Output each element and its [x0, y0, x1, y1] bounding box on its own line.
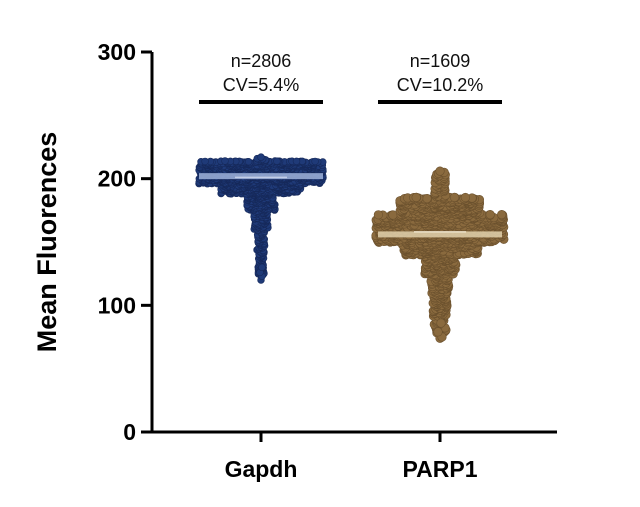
y-tick-label: 300	[98, 39, 136, 65]
data-point	[292, 157, 301, 166]
data-point	[433, 327, 443, 337]
data-point	[201, 157, 209, 166]
data-point	[311, 157, 319, 166]
swarm-gapdh	[195, 153, 327, 284]
swarm-layer	[195, 153, 509, 343]
data-point	[422, 194, 432, 204]
data-point	[449, 192, 460, 202]
x-tick-label: PARP1	[403, 456, 478, 482]
sample-size-label: n=2806	[231, 51, 292, 71]
data-point	[273, 157, 281, 165]
data-point	[373, 210, 384, 220]
x-ticks: Gapdh PARP1	[225, 432, 478, 482]
data-point	[244, 158, 253, 166]
data-point	[257, 153, 265, 161]
data-point	[497, 210, 507, 220]
y-tick-label: 100	[98, 292, 136, 318]
swarm-parp1	[371, 166, 509, 343]
cv-label: CV=10.2%	[397, 75, 484, 95]
cv-label: CV=5.4%	[223, 75, 300, 95]
data-point	[258, 263, 266, 272]
sample-size-label: n=1609	[410, 51, 471, 71]
data-point	[436, 318, 446, 328]
data-point	[460, 192, 471, 203]
data-point	[411, 192, 421, 202]
y-tick-label: 200	[98, 166, 136, 192]
y-tick-label: 0	[123, 419, 136, 445]
mean-bar	[199, 173, 323, 180]
annotations: n=2806 CV=5.4% n=1609 CV=10.2%	[199, 51, 502, 104]
y-axis-label: Mean Fluorences	[32, 132, 62, 353]
y-ticks: 0 100 200 300	[98, 39, 152, 445]
data-point	[221, 157, 229, 165]
x-tick-label: Gapdh	[225, 456, 298, 482]
data-point	[435, 166, 445, 176]
data-point	[485, 210, 495, 220]
